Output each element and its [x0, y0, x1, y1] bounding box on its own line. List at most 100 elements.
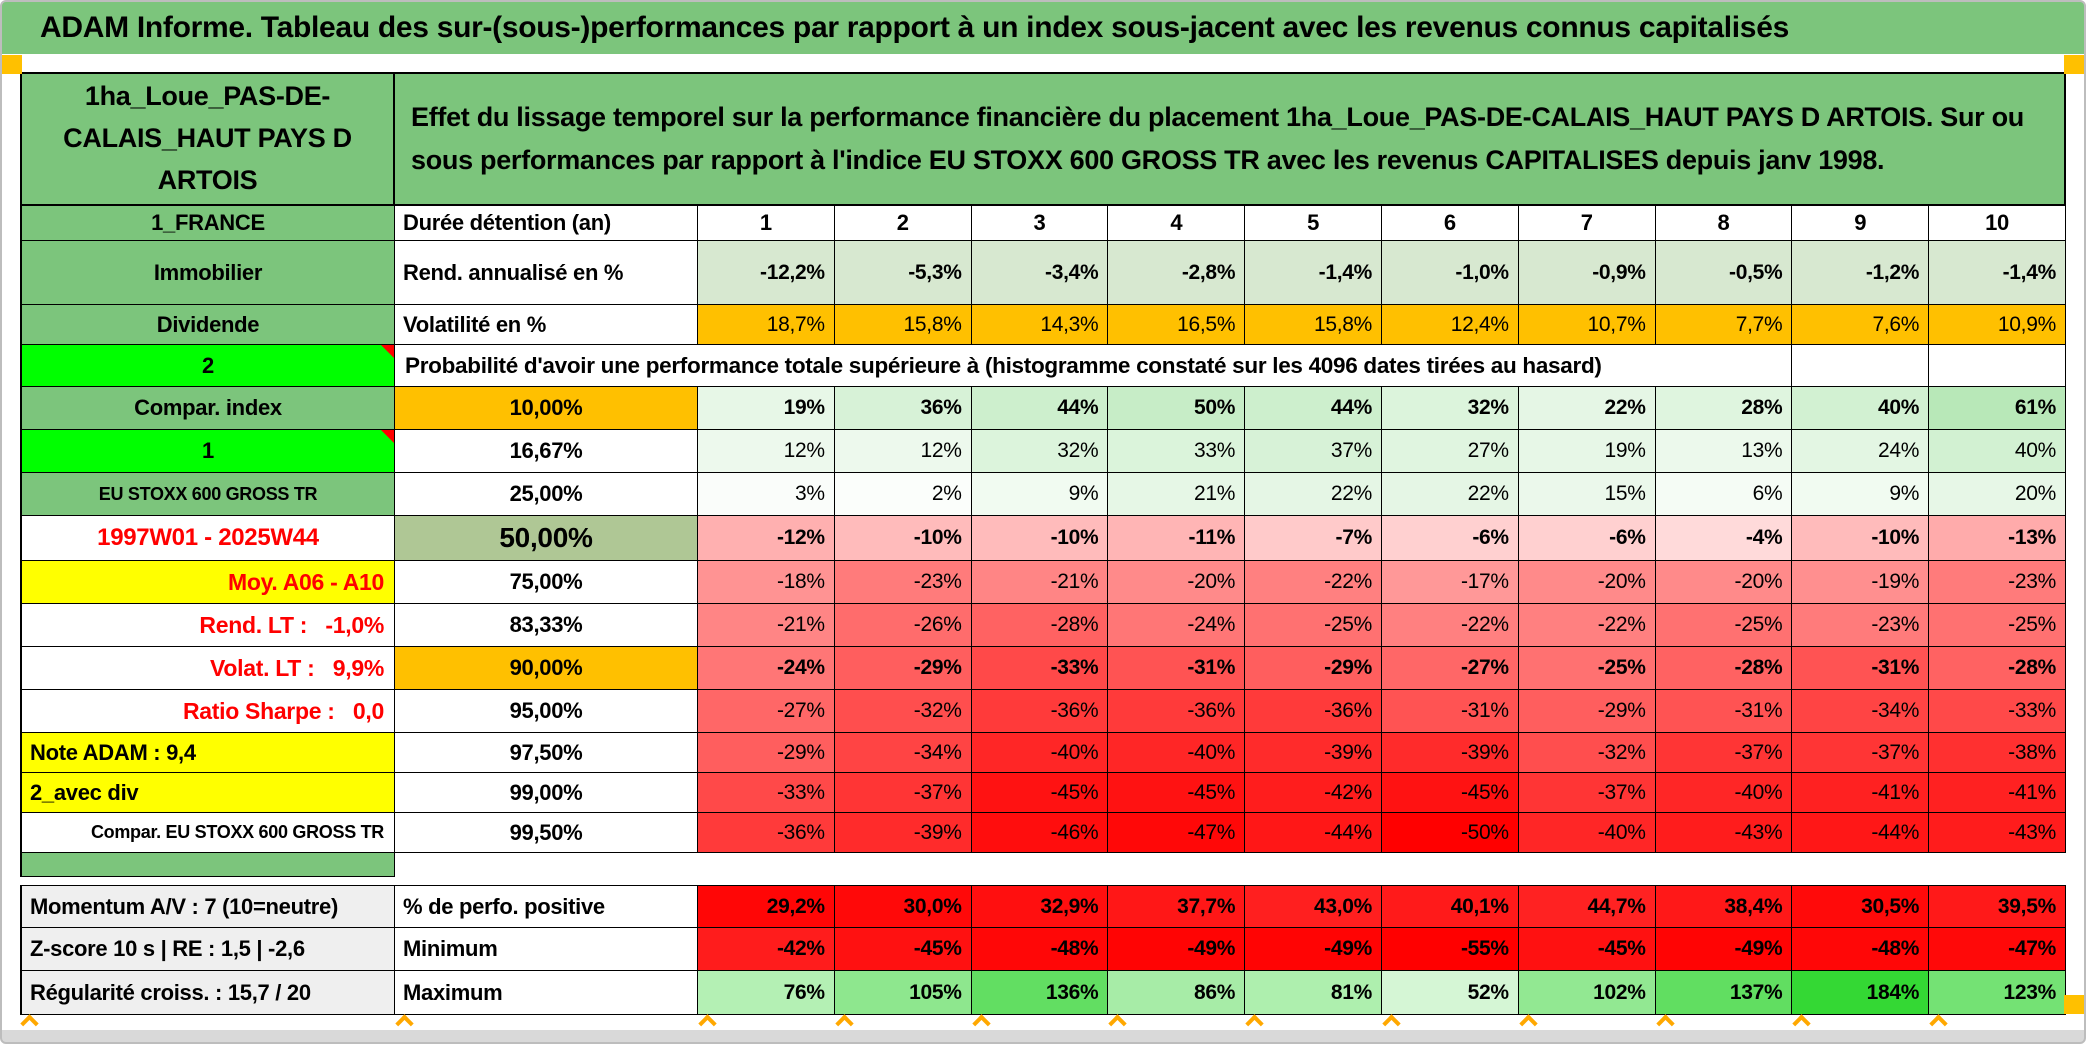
- value-cell[interactable]: 37,7%: [1108, 885, 1246, 928]
- row-label-cell[interactable]: Immobilier: [20, 241, 395, 305]
- value-cell[interactable]: -42%: [698, 928, 835, 971]
- value-cell[interactable]: -49%: [1655, 928, 1793, 971]
- value-cell[interactable]: [1929, 345, 2066, 387]
- value-cell[interactable]: 61%: [1929, 387, 2066, 430]
- row-label-cell[interactable]: 2: [20, 345, 395, 387]
- value-cell[interactable]: -1,0%: [1381, 241, 1519, 305]
- value-cell[interactable]: 50%: [1108, 387, 1246, 430]
- value-cell[interactable]: -19%: [1792, 561, 1930, 604]
- value-cell[interactable]: 40,1%: [1381, 885, 1519, 928]
- value-cell[interactable]: -45%: [1108, 773, 1246, 813]
- value-cell[interactable]: -45%: [834, 928, 972, 971]
- value-cell[interactable]: -1,4%: [1245, 241, 1382, 305]
- value-cell[interactable]: 7,6%: [1792, 305, 1930, 345]
- value-cell[interactable]: 81%: [1245, 971, 1382, 1015]
- value-cell[interactable]: 102%: [1518, 971, 1656, 1015]
- value-cell[interactable]: -37%: [834, 773, 972, 813]
- value-cell[interactable]: 136%: [971, 971, 1109, 1015]
- value-cell[interactable]: 9%: [1792, 473, 1930, 516]
- value-cell[interactable]: 2: [834, 206, 972, 241]
- value-cell[interactable]: 28%: [1655, 387, 1793, 430]
- value-cell[interactable]: 6%: [1655, 473, 1793, 516]
- value-cell[interactable]: -2,8%: [1108, 241, 1246, 305]
- value-cell[interactable]: -32%: [834, 690, 972, 733]
- value-cell[interactable]: 22%: [1518, 387, 1656, 430]
- metric-label-cell[interactable]: 75,00%: [395, 561, 698, 604]
- value-cell[interactable]: 30,5%: [1792, 885, 1930, 928]
- value-cell[interactable]: -12,2%: [698, 241, 835, 305]
- value-cell[interactable]: -32%: [1518, 733, 1656, 773]
- value-cell[interactable]: 14,3%: [971, 305, 1109, 345]
- value-cell[interactable]: -41%: [1929, 773, 2066, 813]
- value-cell[interactable]: 9: [1792, 206, 1930, 241]
- value-cell[interactable]: -48%: [971, 928, 1109, 971]
- value-cell[interactable]: 22%: [1245, 473, 1382, 516]
- value-cell[interactable]: -49%: [1108, 928, 1246, 971]
- row-label-cell[interactable]: Rend. LT : -1,0%: [20, 604, 395, 647]
- value-cell[interactable]: 32%: [1381, 387, 1519, 430]
- row-label-cell[interactable]: 1_FRANCE: [20, 206, 395, 241]
- value-cell[interactable]: -45%: [1381, 773, 1519, 813]
- value-cell[interactable]: -27%: [1381, 647, 1519, 690]
- value-cell[interactable]: -39%: [1245, 733, 1382, 773]
- value-cell[interactable]: -37%: [1655, 733, 1793, 773]
- row-label-cell[interactable]: Régularité croiss. : 15,7 / 20: [20, 971, 395, 1015]
- value-cell[interactable]: 21%: [1108, 473, 1246, 516]
- value-cell[interactable]: -37%: [1792, 733, 1930, 773]
- value-cell[interactable]: 7: [1518, 206, 1656, 241]
- value-cell[interactable]: 30,0%: [834, 885, 972, 928]
- value-cell[interactable]: -36%: [971, 690, 1109, 733]
- value-cell[interactable]: -40%: [1655, 773, 1793, 813]
- value-cell[interactable]: 19%: [698, 387, 835, 430]
- metric-label-cell[interactable]: 97,50%: [395, 733, 698, 773]
- value-cell[interactable]: 52%: [1381, 971, 1519, 1015]
- value-cell[interactable]: 4: [1108, 206, 1246, 241]
- metric-label-cell[interactable]: 10,00%: [395, 387, 698, 430]
- row-label-cell[interactable]: Ratio Sharpe : 0,0: [20, 690, 395, 733]
- value-cell[interactable]: -40%: [1518, 813, 1656, 853]
- value-cell[interactable]: 24%: [1792, 430, 1930, 473]
- value-cell[interactable]: -33%: [1929, 690, 2066, 733]
- metric-label-cell[interactable]: 99,50%: [395, 813, 698, 853]
- value-cell[interactable]: -34%: [1792, 690, 1930, 733]
- row-label-cell[interactable]: Compar. index: [20, 387, 395, 430]
- row-label-cell[interactable]: Note ADAM : 9,4: [20, 733, 395, 773]
- value-cell[interactable]: 184%: [1792, 971, 1930, 1015]
- value-cell[interactable]: 15%: [1518, 473, 1656, 516]
- value-cell[interactable]: -0,9%: [1518, 241, 1656, 305]
- value-cell[interactable]: -33%: [971, 647, 1109, 690]
- value-cell[interactable]: 44%: [971, 387, 1109, 430]
- value-cell[interactable]: -31%: [1655, 690, 1793, 733]
- value-cell[interactable]: 10: [1929, 206, 2066, 241]
- value-cell[interactable]: -48%: [1792, 928, 1930, 971]
- metric-label-cell[interactable]: Minimum: [395, 928, 698, 971]
- value-cell[interactable]: -22%: [1245, 561, 1382, 604]
- value-cell[interactable]: 18,7%: [698, 305, 835, 345]
- value-cell[interactable]: -49%: [1245, 928, 1382, 971]
- value-cell[interactable]: -12%: [698, 516, 835, 561]
- value-cell[interactable]: -41%: [1792, 773, 1930, 813]
- value-cell[interactable]: 13%: [1655, 430, 1793, 473]
- value-cell[interactable]: -17%: [1381, 561, 1519, 604]
- value-cell[interactable]: -24%: [1108, 604, 1246, 647]
- value-cell[interactable]: -4%: [1655, 516, 1793, 561]
- value-cell[interactable]: -29%: [1245, 647, 1382, 690]
- value-cell[interactable]: -11%: [1108, 516, 1246, 561]
- value-cell[interactable]: 33%: [1108, 430, 1246, 473]
- value-cell[interactable]: [1792, 345, 1930, 387]
- value-cell[interactable]: -20%: [1108, 561, 1246, 604]
- value-cell[interactable]: 12%: [698, 430, 835, 473]
- value-cell[interactable]: -29%: [1518, 690, 1656, 733]
- value-cell[interactable]: 32%: [971, 430, 1109, 473]
- metric-label-cell[interactable]: Rend. annualisé en %: [395, 241, 698, 305]
- value-cell[interactable]: -50%: [1381, 813, 1519, 853]
- value-cell[interactable]: 76%: [698, 971, 835, 1015]
- metric-label-cell[interactable]: 50,00%: [395, 516, 698, 561]
- value-cell[interactable]: -20%: [1518, 561, 1656, 604]
- value-cell[interactable]: -6%: [1518, 516, 1656, 561]
- value-cell[interactable]: -34%: [834, 733, 972, 773]
- metric-label-cell[interactable]: 16,67%: [395, 430, 698, 473]
- value-cell[interactable]: -13%: [1929, 516, 2066, 561]
- value-cell[interactable]: -0,5%: [1655, 241, 1793, 305]
- value-cell[interactable]: 105%: [834, 971, 972, 1015]
